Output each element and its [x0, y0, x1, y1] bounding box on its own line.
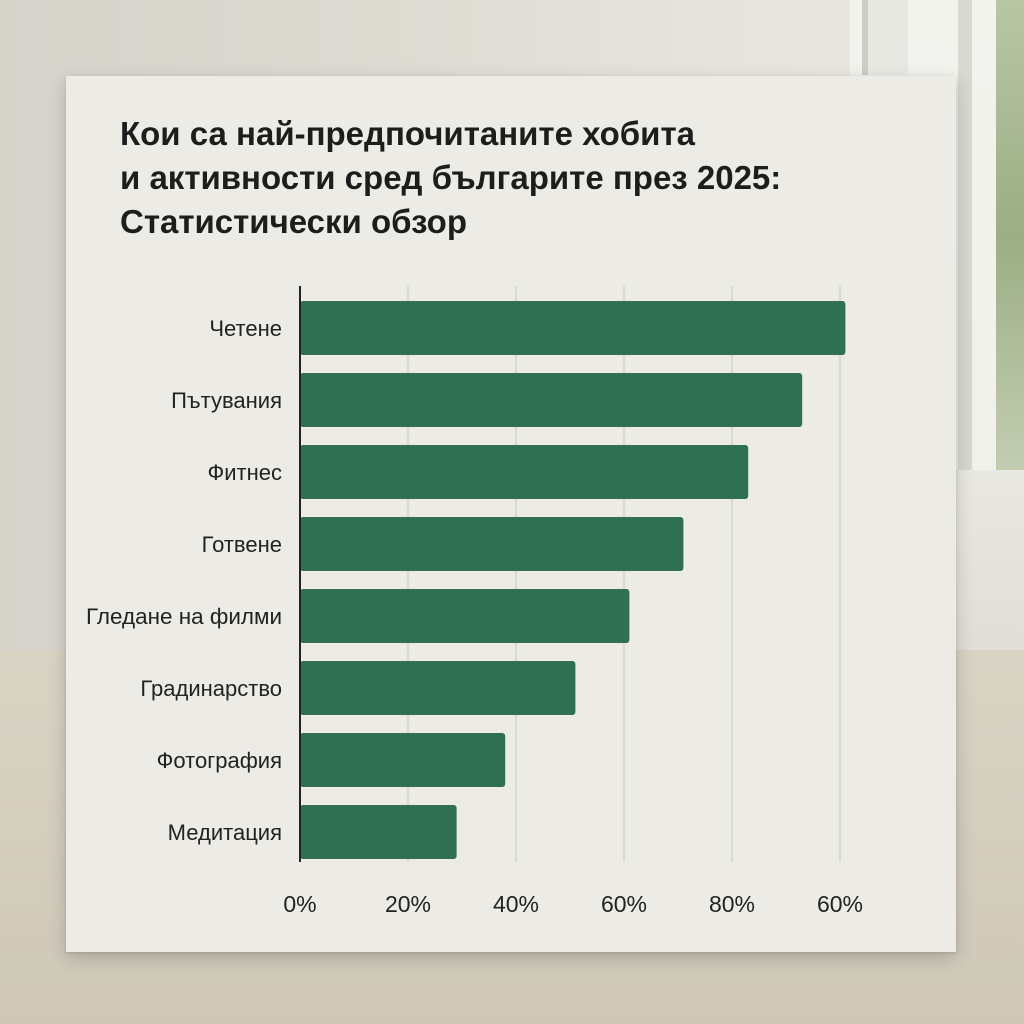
category-label: Гледане на филми: [86, 604, 282, 629]
bar-chart: Четене Пътувания Фитнес Готвене Гледане на ф…: [86, 286, 863, 917]
background-window-frame: [862, 0, 908, 75]
category-label: Четене: [209, 316, 282, 341]
category-label: Готвене: [202, 532, 282, 557]
bar: [300, 661, 576, 715]
bar: [300, 373, 803, 427]
bar: [300, 589, 630, 643]
x-tick-label: 20%: [385, 891, 431, 917]
bar: [300, 517, 684, 571]
x-tick-label: 60%: [817, 891, 863, 917]
chart-title: Кои са най-предпочитаните хобита и актив…: [120, 112, 860, 244]
chart-title-line-2: и активности сред българите през 2025:: [120, 159, 782, 196]
category-label: Градинарство: [140, 676, 282, 701]
x-tick-label: 80%: [709, 891, 755, 917]
chart-card: Кои са най-предпочитаните хобита и актив…: [66, 76, 956, 952]
background-window-mullion: [958, 0, 972, 480]
category-label: Медитация: [168, 820, 282, 845]
x-tick-label: 60%: [601, 891, 647, 917]
category-label: Фитнес: [208, 460, 282, 485]
bar: [300, 805, 457, 859]
category-label: Фотография: [157, 748, 282, 773]
x-tick-label: 0%: [283, 891, 316, 917]
chart-title-line-3: Статистически обзор: [120, 203, 467, 240]
background-window-sill: [950, 470, 1024, 680]
bar: [300, 301, 846, 355]
bar: [300, 733, 506, 787]
x-tick-label: 40%: [493, 891, 539, 917]
category-label: Пътувания: [171, 388, 282, 413]
bar: [300, 445, 749, 499]
background-foliage: [996, 0, 1024, 470]
chart-title-line-1: Кои са най-предпочитаните хобита: [120, 115, 695, 152]
